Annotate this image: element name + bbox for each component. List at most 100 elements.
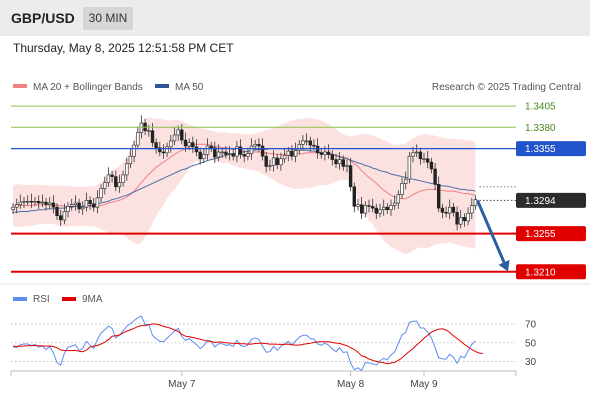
candle: [260, 138, 265, 161]
candle: [147, 124, 151, 137]
candle: [363, 201, 367, 218]
x-tick-label: May 8: [337, 379, 365, 390]
candle: [84, 192, 89, 212]
rsi-plot-area: 30 50 70: [11, 315, 537, 372]
candle: [62, 203, 67, 225]
candle: [220, 147, 224, 158]
candle: [202, 148, 206, 163]
candle: [191, 136, 195, 153]
candle: [165, 142, 169, 158]
candle: [114, 170, 118, 192]
candle: [297, 140, 301, 155]
candle: [132, 140, 136, 163]
candle: [172, 127, 177, 146]
level-label: 1.3380: [525, 123, 556, 134]
candle: [304, 133, 309, 146]
rsi-tick-label: 30: [525, 357, 537, 368]
candle: [414, 144, 419, 158]
candle: [257, 138, 261, 152]
rsi-legend-swatch: [13, 297, 27, 301]
symbol-label: GBP/USD: [11, 10, 75, 26]
candle: [246, 147, 250, 161]
candle: [88, 196, 92, 210]
candle: [29, 193, 34, 209]
bollinger-band: [13, 117, 476, 254]
candle: [381, 199, 386, 216]
level-label: 1.3255: [525, 229, 556, 240]
rsi-ma-line: [13, 323, 483, 365]
header-bar: GBP/USD 30 MIN: [0, 0, 590, 36]
candle: [326, 144, 331, 159]
candle: [242, 150, 246, 163]
candle: [356, 198, 360, 211]
candle: [231, 149, 235, 161]
candle: [400, 177, 404, 199]
candle: [418, 147, 423, 165]
candle: [367, 199, 371, 213]
candle: [40, 194, 45, 208]
candle: [293, 142, 298, 163]
ma50-legend-label: MA 50: [175, 82, 204, 93]
candle: [268, 159, 272, 171]
level-label-box: [516, 226, 586, 242]
ma50-legend-swatch: [155, 84, 169, 88]
level-label: 1.3294: [525, 196, 556, 207]
candle: [330, 150, 334, 166]
x-axis-ticks: May 7 May 8 May 9: [168, 371, 438, 390]
candle: [290, 145, 294, 161]
candle: [47, 197, 52, 209]
candle: [319, 148, 323, 159]
candle: [81, 201, 85, 215]
price-plot-area: [11, 115, 478, 254]
candle: [458, 209, 463, 229]
candle: [176, 125, 180, 141]
candle: [70, 198, 74, 211]
candle: [117, 174, 122, 193]
candle: [51, 195, 56, 214]
candle: [374, 203, 378, 220]
ma20-legend-swatch: [13, 84, 27, 88]
candle: [348, 157, 353, 192]
ma9-legend-swatch: [62, 297, 76, 301]
level-label: 1.3355: [525, 144, 556, 155]
rsi-tick-label: 70: [525, 320, 537, 331]
candle: [455, 206, 459, 231]
candle: [282, 147, 287, 163]
candle: [429, 157, 434, 174]
credit-label: Research © 2025 Trading Central: [432, 82, 581, 93]
candle: [444, 206, 448, 218]
candle: [136, 126, 140, 150]
candle: [36, 195, 41, 209]
candle: [73, 195, 78, 211]
level-label: 1.3405: [525, 102, 556, 113]
candle: [337, 152, 342, 170]
candle: [128, 148, 133, 169]
candle: [125, 157, 129, 181]
candle: [55, 203, 59, 220]
candle: [110, 170, 114, 183]
candle: [66, 202, 70, 218]
x-tick-label: May 9: [410, 379, 438, 390]
candle: [216, 144, 221, 162]
candle: [462, 213, 467, 227]
candle: [205, 138, 210, 161]
level-label-box: [516, 192, 586, 208]
candle: [466, 207, 470, 226]
x-tick-label: May 7: [168, 379, 196, 390]
candle: [447, 199, 452, 220]
candle: [275, 153, 279, 169]
candle: [169, 135, 173, 153]
rsi-tick-label: 50: [525, 338, 537, 349]
timeframe-button[interactable]: 30 MIN: [83, 7, 133, 30]
candle: [58, 209, 63, 226]
candle: [264, 152, 268, 173]
candle: [235, 140, 239, 163]
candle: [352, 182, 356, 213]
candle: [345, 159, 349, 173]
candle: [194, 139, 199, 157]
candle: [385, 203, 389, 214]
candle: [425, 151, 430, 169]
rsi-line: [12, 315, 476, 372]
